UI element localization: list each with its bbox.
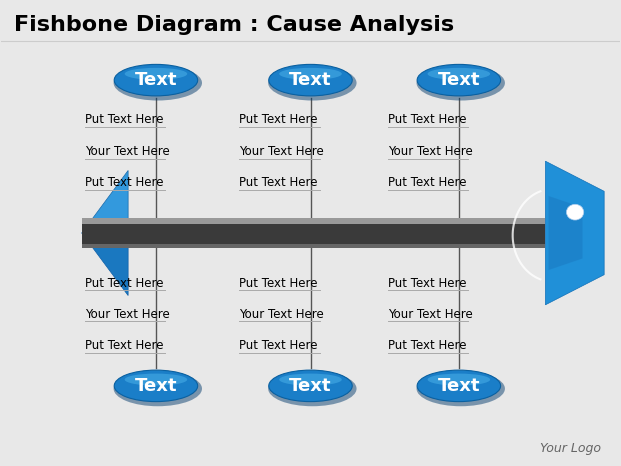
FancyBboxPatch shape: [82, 218, 545, 248]
Text: Put Text Here: Put Text Here: [85, 339, 163, 352]
Text: Your Text Here: Your Text Here: [240, 145, 324, 158]
Text: Put Text Here: Put Text Here: [85, 276, 163, 289]
Text: Your Text Here: Your Text Here: [85, 145, 170, 158]
Ellipse shape: [269, 370, 352, 402]
Text: Text: Text: [438, 377, 480, 395]
Text: Put Text Here: Put Text Here: [240, 177, 318, 190]
Ellipse shape: [417, 370, 501, 402]
Text: Text: Text: [289, 71, 332, 89]
Polygon shape: [82, 233, 128, 295]
Text: Your Text Here: Your Text Here: [388, 145, 473, 158]
Text: Put Text Here: Put Text Here: [388, 339, 466, 352]
Text: Put Text Here: Put Text Here: [388, 276, 466, 289]
Text: Text: Text: [135, 71, 177, 89]
Ellipse shape: [566, 204, 584, 220]
FancyBboxPatch shape: [82, 244, 545, 248]
Text: Fishbone Diagram : Cause Analysis: Fishbone Diagram : Cause Analysis: [14, 15, 454, 35]
Text: Your Text Here: Your Text Here: [240, 308, 324, 321]
Text: Your Logo: Your Logo: [540, 442, 601, 455]
Ellipse shape: [268, 371, 356, 406]
Ellipse shape: [417, 371, 505, 406]
Text: Put Text Here: Put Text Here: [240, 339, 318, 352]
Ellipse shape: [114, 64, 197, 96]
Text: Text: Text: [289, 377, 332, 395]
Text: Put Text Here: Put Text Here: [240, 113, 318, 126]
Ellipse shape: [428, 374, 490, 385]
Ellipse shape: [125, 68, 188, 80]
Ellipse shape: [428, 68, 490, 80]
Polygon shape: [548, 196, 582, 270]
Text: Text: Text: [135, 377, 177, 395]
Text: Put Text Here: Put Text Here: [85, 177, 163, 190]
Ellipse shape: [114, 371, 202, 406]
Ellipse shape: [114, 370, 197, 402]
Ellipse shape: [268, 65, 356, 101]
Text: Text: Text: [438, 71, 480, 89]
Ellipse shape: [269, 64, 352, 96]
Ellipse shape: [279, 374, 342, 385]
Ellipse shape: [417, 64, 501, 96]
Polygon shape: [82, 171, 128, 233]
Text: Put Text Here: Put Text Here: [85, 113, 163, 126]
Ellipse shape: [114, 65, 202, 101]
Ellipse shape: [125, 374, 188, 385]
Text: Put Text Here: Put Text Here: [240, 276, 318, 289]
Ellipse shape: [279, 68, 342, 80]
Ellipse shape: [417, 65, 505, 101]
Text: Put Text Here: Put Text Here: [388, 177, 466, 190]
Text: Put Text Here: Put Text Here: [388, 113, 466, 126]
FancyBboxPatch shape: [82, 218, 545, 224]
Text: Your Text Here: Your Text Here: [388, 308, 473, 321]
Polygon shape: [545, 161, 604, 305]
Text: Your Text Here: Your Text Here: [85, 308, 170, 321]
